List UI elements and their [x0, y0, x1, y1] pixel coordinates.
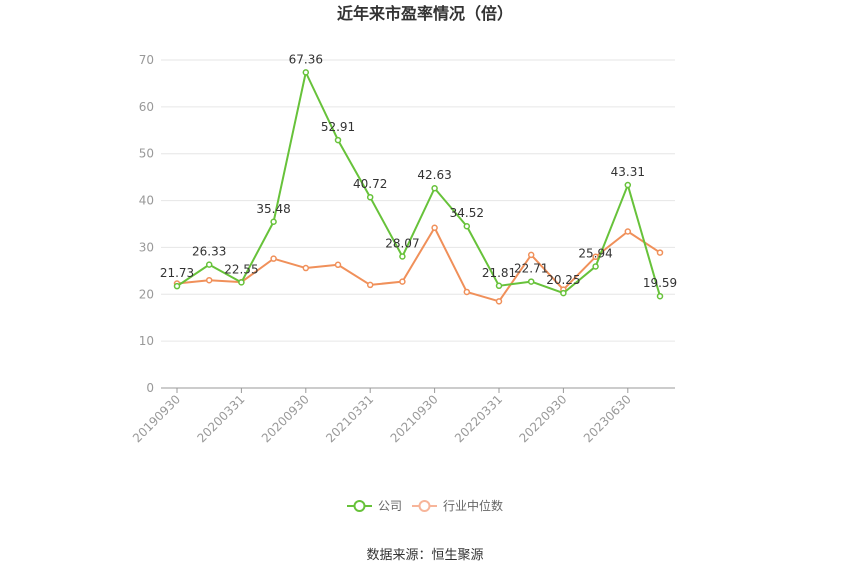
data-point-company[interactable]: [463, 222, 471, 230]
data-label: 21.73: [160, 266, 194, 280]
data-point-company[interactable]: [431, 184, 438, 192]
series-line-company: [176, 71, 661, 297]
data-label: 28.07: [385, 236, 419, 250]
data-label: 34.52: [450, 206, 484, 220]
data-point-company[interactable]: [560, 289, 567, 297]
y-tick-label: 30: [139, 240, 154, 254]
data-label: 67.36: [289, 52, 323, 66]
x-tick-label: 20200930: [259, 392, 312, 445]
data-point-company[interactable]: [366, 193, 374, 201]
data-label: 25.94: [578, 246, 612, 260]
y-tick-label: 50: [139, 147, 154, 161]
x-tick-label: 20210930: [388, 392, 441, 445]
data-point-industry-median[interactable]: [527, 251, 535, 259]
data-label: 35.48: [256, 202, 290, 216]
data-source: 数据来源：恒生聚源: [366, 548, 483, 563]
data-point-company[interactable]: [495, 282, 503, 290]
legend-company-swatch-marker: [353, 500, 366, 512]
data-point-company[interactable]: [302, 69, 310, 76]
x-tick-label: 20220331: [452, 392, 505, 445]
y-tick-label: 40: [139, 194, 154, 208]
data-label: 22.71: [514, 262, 548, 276]
data-point-company[interactable]: [656, 292, 664, 300]
series-layer: [173, 69, 664, 305]
legend: 公司 行业中位数: [347, 498, 503, 513]
series-line-industry-median: [176, 226, 661, 303]
legend-industry-swatch-marker: [418, 500, 431, 512]
x-tick-label: 20220930: [516, 392, 569, 445]
data-point-company[interactable]: [624, 181, 632, 189]
data-point-industry-median[interactable]: [624, 228, 632, 235]
data-point-industry-median[interactable]: [495, 298, 503, 305]
legend-item-company[interactable]: 公司: [347, 499, 402, 513]
grid: [161, 59, 675, 342]
data-label: 21.81: [482, 266, 516, 280]
legend-company-label: 公司: [378, 499, 402, 513]
data-point-industry-median[interactable]: [302, 264, 310, 272]
data-point-industry-median[interactable]: [270, 255, 277, 262]
data-label: 19.59: [643, 276, 677, 290]
x-tick-label: 20190930: [130, 392, 183, 445]
y-tick-label: 0: [146, 381, 154, 395]
data-point-company[interactable]: [205, 261, 213, 268]
chart-title: 近年来市盈率情况（倍）: [337, 4, 513, 23]
x-tick-label: 20230630: [581, 392, 634, 445]
data-point-industry-median[interactable]: [366, 281, 374, 289]
data-point-company[interactable]: [173, 282, 181, 290]
y-tick-label: 60: [139, 100, 154, 114]
data-point-industry-median[interactable]: [205, 276, 213, 284]
data-label: 40.72: [353, 177, 387, 191]
y-tick-label: 70: [139, 53, 154, 67]
data-label: 43.31: [611, 165, 645, 179]
data-point-company[interactable]: [238, 279, 245, 286]
data-point-industry-median[interactable]: [431, 224, 438, 231]
data-label: 20.25: [546, 273, 580, 287]
data-point-industry-median[interactable]: [399, 278, 406, 285]
data-point-company[interactable]: [527, 278, 535, 285]
legend-industry-label: 行业中位数: [443, 498, 503, 513]
data-label: 52.91: [321, 120, 355, 134]
y-tick-label: 20: [139, 287, 154, 301]
data-label: 26.33: [192, 245, 226, 259]
data-labels: 21.73 26.33 22.55 35.48 67.36 52.91 40.72 28.07…: [160, 52, 677, 290]
data-point-company[interactable]: [334, 136, 342, 144]
data-point-industry-median[interactable]: [656, 249, 664, 256]
data-point-industry-median[interactable]: [463, 288, 471, 296]
data-point-industry-median[interactable]: [592, 253, 599, 261]
data-point-industry-median[interactable]: [334, 261, 342, 269]
data-label: 22.55: [224, 262, 258, 276]
x-tick-label: 20200331: [194, 392, 247, 445]
data-label: 42.63: [417, 168, 451, 182]
legend-item-industry-median[interactable]: 行业中位数: [412, 498, 503, 513]
data-point-company[interactable]: [399, 253, 406, 260]
x-tick-label: 20210331: [323, 392, 376, 445]
data-point-company[interactable]: [270, 218, 277, 226]
data-point-company[interactable]: [592, 263, 599, 270]
y-tick-label: 10: [139, 334, 154, 348]
